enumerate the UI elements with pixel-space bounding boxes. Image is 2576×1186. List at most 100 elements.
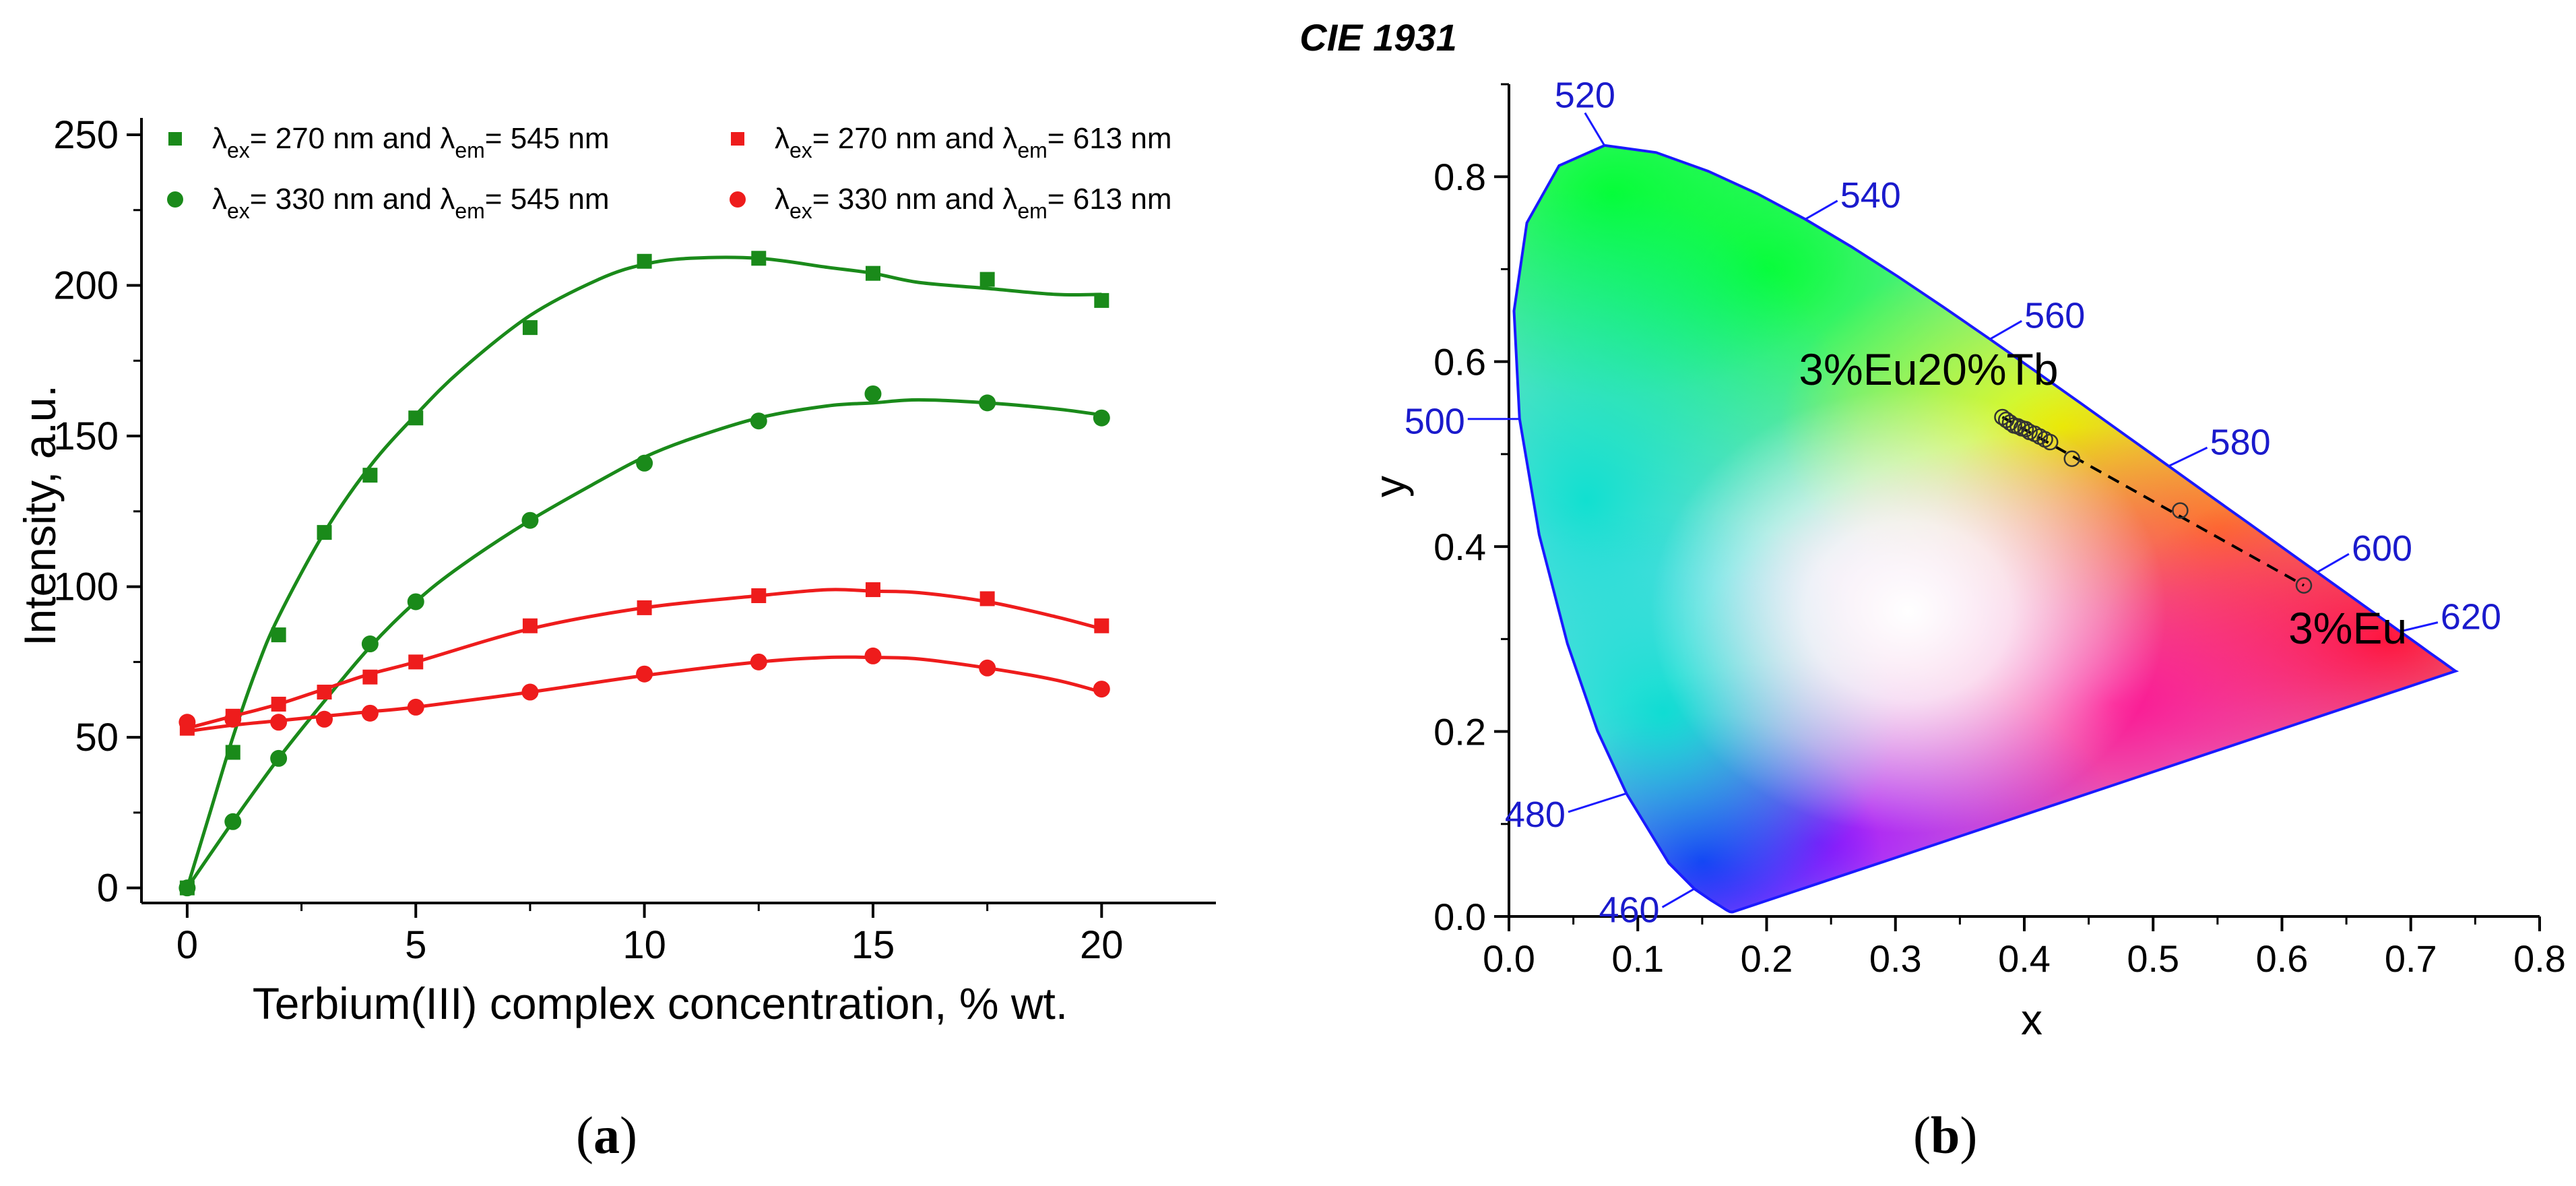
data-markers — [179, 251, 1110, 897]
wavelength-tick — [1568, 792, 1627, 813]
wavelength-tick — [1584, 112, 1605, 146]
wavelength-tick — [2316, 553, 2350, 573]
y-tick-label: 0 — [97, 867, 119, 910]
series-4-point — [407, 698, 424, 716]
legend-marker-1 — [168, 132, 182, 146]
fit-curves — [185, 255, 1102, 890]
series-4-point — [864, 647, 882, 664]
series-1-point — [408, 410, 424, 426]
chromaticity-point — [2017, 420, 2034, 438]
series-2-point — [270, 749, 288, 767]
series-2-point — [1093, 409, 1110, 427]
legend-label-2: λex= 330 nm and λem= 545 nm — [212, 183, 609, 223]
x-axis-label: Terbium(III) complex concentration, % wt… — [253, 978, 1068, 1028]
series-3-point — [362, 669, 378, 685]
chromaticity-point — [2172, 502, 2189, 519]
wavelength-tick — [2399, 621, 2439, 633]
x-tick-label: 5 — [405, 923, 426, 967]
chromaticity-point — [2042, 433, 2059, 451]
cie-x-tick-label: 0.5 — [2127, 937, 2179, 980]
series-3-point — [408, 654, 424, 670]
wavelength-label-600: 600 — [2352, 528, 2412, 569]
intensity-axes: 0 50 100 150 200 250 0 5 10 15 20 — [53, 113, 1216, 967]
x-tick-label: 15 — [851, 923, 895, 967]
y-tick-label: 50 — [75, 716, 119, 759]
series-1-point — [751, 251, 767, 266]
cie-y-tick-label: 0.8 — [1434, 156, 1486, 198]
series-3-point — [751, 588, 767, 603]
cie-y-label: y — [1365, 476, 1414, 497]
y-tick-label: 150 — [53, 414, 119, 458]
fit-curve-2 — [185, 398, 1102, 890]
series-2-point — [179, 879, 196, 897]
legend-label-4: λex= 330 nm and λem= 613 nm — [775, 183, 1171, 223]
cie-x-tick-label: 0.7 — [2385, 937, 2437, 980]
cie-x-tick-label: 0.8 — [2513, 937, 2566, 980]
cie-y-tick-label: 0.4 — [1434, 526, 1486, 568]
wavelength-labels: 460 480 500 520 540 560 580 600 620 — [1405, 75, 2501, 931]
fit-curve-1 — [185, 255, 1102, 889]
legend: λex= 270 nm and λem= 545 nm λex= 330 nm a… — [167, 122, 1171, 223]
series-2-point — [407, 593, 424, 611]
legend-marker-4 — [730, 191, 746, 208]
series-1-point — [225, 745, 240, 760]
y-tick-label: 100 — [53, 565, 119, 609]
series-4-point — [270, 714, 288, 731]
y-tick-label: 200 — [53, 264, 119, 308]
series-4-point — [750, 653, 767, 670]
series-4-point — [361, 704, 379, 722]
cie-y-tick-label: 0.6 — [1434, 341, 1486, 383]
cie-title: CIE 1931 — [1299, 16, 1457, 59]
series-2-point — [224, 813, 242, 830]
series-3-point — [522, 618, 538, 633]
series-1-point — [271, 627, 286, 643]
wavelength-tick — [1805, 199, 1838, 220]
point-labels: 3%Eu20%Tb 3%Eu — [1799, 344, 2407, 653]
legend-label-3: λex= 270 nm and λem= 613 nm — [775, 122, 1171, 162]
legend-label-1: λex= 270 nm and λem= 545 nm — [212, 122, 609, 162]
wavelength-label-540: 540 — [1840, 175, 1901, 216]
series-1-point — [1094, 292, 1109, 308]
series-2-point — [636, 454, 653, 472]
series-3-point — [979, 591, 995, 606]
series-4-point — [521, 683, 539, 701]
wavelength-tick — [1989, 319, 2022, 341]
series-2-point — [361, 635, 379, 653]
series-4-point — [1093, 681, 1110, 698]
series-4-point — [636, 665, 653, 683]
series-4-point — [179, 714, 196, 731]
legend-marker-3 — [731, 132, 744, 146]
series-3-point — [317, 685, 332, 700]
x-tick-label: 0 — [176, 923, 198, 967]
cie-x-tick-label: 0.0 — [1483, 937, 1535, 980]
series-1-point — [522, 320, 538, 336]
point-label-2: 3%Eu — [2288, 603, 2407, 653]
cie-x-tick-label: 0.1 — [1611, 937, 1664, 980]
wavelength-label-500: 500 — [1405, 402, 1465, 442]
series-2-point — [521, 511, 539, 529]
caption-b: (b) — [1913, 1106, 1978, 1164]
trend-line — [2001, 416, 2305, 587]
cie-x-tick-label: 0.3 — [1869, 937, 1922, 980]
point-label-1: 3%Eu20%Tb — [1799, 344, 2058, 394]
chromaticity-point — [2063, 450, 2081, 467]
wavelength-label-560: 560 — [2024, 295, 2085, 336]
series-4-point — [224, 710, 242, 728]
series-3-point — [637, 600, 652, 615]
cie-x-label: x — [2021, 995, 2042, 1044]
cie-x-tick-label: 0.2 — [1741, 937, 1793, 980]
chromaticity-point — [2295, 577, 2313, 594]
series-1-point — [637, 253, 652, 269]
cie-x-tick-label: 0.6 — [2256, 937, 2309, 980]
cie-x-tick-label: 0.4 — [1998, 937, 2051, 980]
cie-y-tick-label: 0.0 — [1434, 896, 1486, 938]
x-tick-label: 20 — [1080, 923, 1124, 967]
series-1-point — [865, 266, 880, 281]
wavelength-label-620: 620 — [2441, 597, 2501, 637]
series-1-point — [362, 468, 378, 483]
wavelength-label-480: 480 — [1505, 794, 1566, 835]
wavelength-label-460: 460 — [1599, 890, 1659, 930]
series-2-point — [750, 412, 767, 430]
intensity-chart: 0 50 100 150 200 250 0 5 10 15 20 λex= 270 nm and … — [15, 113, 1216, 1028]
